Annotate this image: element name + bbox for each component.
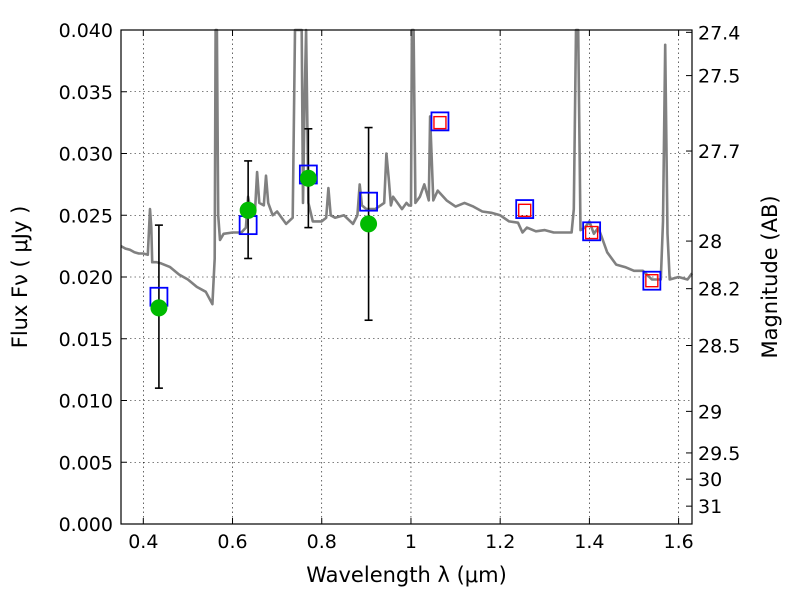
right-tick-label: 28.2 [698, 279, 740, 301]
right-axis-label: Magnitude (AB) [758, 195, 782, 358]
y-tick-label: 0.020 [59, 267, 113, 289]
y-tick-label: 0.030 [59, 144, 113, 166]
x-tick-label: 1 [405, 531, 417, 553]
y-tick-label: 0.035 [59, 82, 113, 104]
observed-flux-marker [239, 201, 257, 219]
nir-model-square-marker [433, 115, 447, 130]
axis-ticks: 0.4 0.6 0.8 1 1.2 1.4 1.6 0.000 0.005 0.010 0.015 0… [59, 20, 741, 553]
right-tick-label: 29.5 [698, 443, 740, 465]
x-tick-label: 0.8 [307, 531, 337, 553]
right-tick-label: 27.5 [698, 66, 740, 88]
y-tick-label: 0.040 [59, 20, 113, 42]
spectrum-line [120, 28, 694, 306]
spectrum-layer [120, 28, 694, 306]
x-tick-label: 1.4 [574, 531, 604, 553]
x-tick-label: 1.6 [664, 531, 694, 553]
y-tick-label: 0.000 [59, 514, 113, 536]
model-square-marker [642, 270, 662, 291]
model-square-marker [359, 191, 378, 212]
y-tick-label: 0.015 [59, 329, 113, 351]
grid-lines [121, 29, 692, 525]
x-axis-label: Wavelength λ (μm) [306, 563, 507, 587]
model-square-marker [582, 221, 602, 242]
model-square-marker [430, 111, 450, 132]
x-tick-label: 0.4 [128, 531, 158, 553]
y-tick-label: 0.005 [59, 452, 113, 474]
nir-model-square-marker [584, 225, 599, 240]
right-tick-label: 28.5 [698, 335, 740, 357]
nir-model-square-marker [645, 274, 659, 288]
y-tick-label: 0.025 [59, 205, 113, 227]
right-tick-label: 28 [698, 231, 722, 253]
x-tick-label: 1.2 [485, 531, 515, 553]
model-square-marker [515, 199, 535, 219]
right-tick-label: 27.4 [698, 22, 740, 44]
right-tick-label: 27.7 [698, 141, 740, 163]
right-tick-label: 31 [698, 496, 722, 518]
y-tick-label: 0.010 [59, 391, 113, 413]
observed-flux-marker [299, 169, 317, 187]
observed-flux-marker [150, 299, 168, 317]
observed-flux-marker [360, 215, 378, 233]
nir-model-square-marker [518, 203, 532, 218]
photometry-markers [149, 111, 662, 389]
x-tick-label: 0.6 [217, 531, 247, 553]
right-tick-label: 30 [698, 469, 722, 491]
y-axis-label: Flux Fν ( μJy ) [8, 206, 32, 349]
right-tick-label: 29 [698, 401, 722, 423]
